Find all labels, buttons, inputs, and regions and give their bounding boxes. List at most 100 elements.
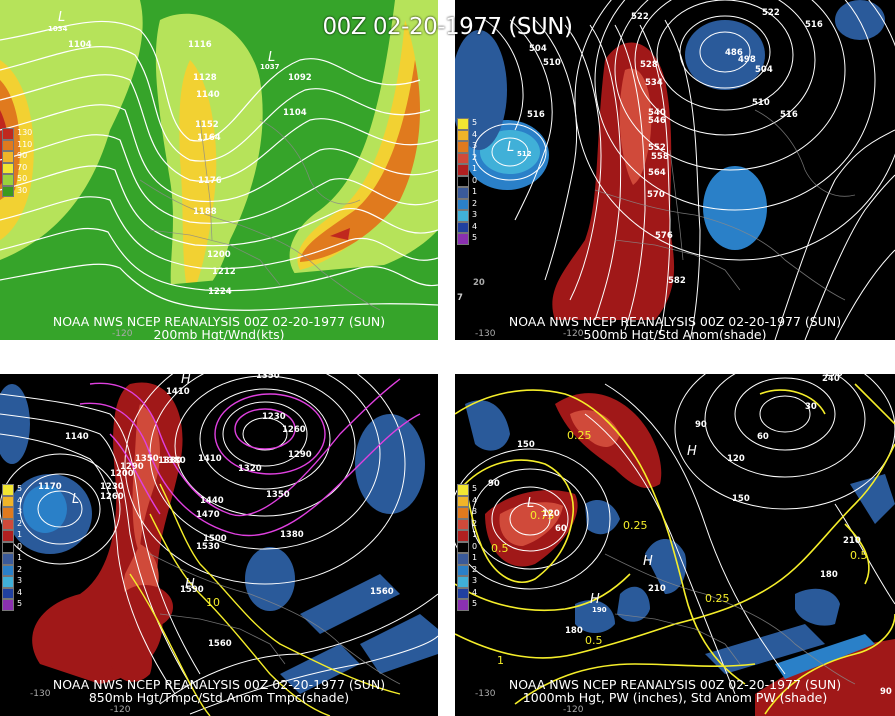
scale-label: 0 xyxy=(472,541,478,551)
std-anomaly-color-scale: 5 4 3 2 1 0 1 2 3 4 5 xyxy=(457,118,477,245)
scale-label: 130 xyxy=(17,128,33,137)
contour-label: 1128 xyxy=(193,73,217,83)
scale-label: 3 xyxy=(472,576,478,585)
scale-swatch: 1 xyxy=(457,553,477,565)
high-pressure-marker: H xyxy=(590,592,600,607)
scale-label: 3 xyxy=(17,576,23,585)
scale-swatch: 5 xyxy=(457,118,477,130)
std-anomaly-color-scale: 5 4 3 2 1 0 1 2 3 4 5 xyxy=(2,484,22,611)
low-center-value: 512 xyxy=(517,150,532,158)
contour-label: 1290 xyxy=(288,450,312,460)
contour-label: 1212 xyxy=(212,267,236,277)
scale-swatch: 2 xyxy=(2,564,22,576)
latitude-label: 20 xyxy=(473,278,485,288)
low-center-value: 1037 xyxy=(260,63,280,71)
panel-caption-line2: 500mb Hgt/Std Anom(shade) xyxy=(583,327,767,340)
high-center-value: 190 xyxy=(592,606,607,614)
contour-label: 576 xyxy=(655,231,673,241)
contour-label: 90 xyxy=(488,479,500,489)
contour-label: 498 xyxy=(738,55,756,65)
pw-label: 0.5 xyxy=(585,634,603,647)
map-1000mb xyxy=(455,374,895,716)
high-pressure-marker: H xyxy=(185,577,195,592)
contour-label: 60 xyxy=(757,432,769,442)
high-pressure-marker: H xyxy=(687,444,697,459)
pw-label: 0.5 xyxy=(491,542,509,555)
contour-label: 1170 xyxy=(38,482,62,492)
high-pressure-marker: H xyxy=(643,554,653,569)
scale-label: 3 xyxy=(17,507,23,516)
contour-label: 504 xyxy=(529,44,547,54)
contour-label: 540 xyxy=(648,108,666,118)
pw-label: 0.25 xyxy=(623,519,648,532)
panel-caption-line2: 850mb Hgt/Tmpc/Std Anom Tmpc(shade) xyxy=(88,690,350,705)
scale-swatch: 70 xyxy=(2,162,27,174)
contour-label: 522 xyxy=(762,8,780,18)
scale-swatch: 2 xyxy=(2,518,22,530)
contour-label: 504 xyxy=(755,65,773,75)
contour-label: 1290 xyxy=(120,462,144,472)
contour-label: 1224 xyxy=(208,287,232,297)
low-pressure-marker: L xyxy=(72,492,80,507)
scale-label: 2 xyxy=(472,564,478,574)
scale-label: 5 xyxy=(472,118,478,127)
contour-label: 180 xyxy=(820,570,838,580)
contour-label: 270 xyxy=(825,374,843,379)
scale-label: 5 xyxy=(17,599,23,608)
longitude-label: -130 xyxy=(30,689,51,699)
contour-label: 1092 xyxy=(288,73,312,83)
panel-caption-line1: NOAA NWS NCEP REANALYSIS 00Z 02-20-1977 … xyxy=(508,314,842,329)
contour-label: 1164 xyxy=(197,133,221,143)
scale-swatch: 1 xyxy=(457,164,477,176)
contour-label: 534 xyxy=(645,78,663,88)
scale-swatch: 30 xyxy=(2,185,27,197)
scale-label: 90 xyxy=(17,151,28,160)
contour-label: 210 xyxy=(843,536,861,546)
contour-label: 582 xyxy=(668,276,686,286)
scale-swatch: 4 xyxy=(457,221,477,233)
std-anomaly-color-scale: 5 4 3 2 1 0 1 2 3 4 5 xyxy=(457,484,477,611)
scale-swatch: 4 xyxy=(2,495,22,507)
scale-swatch: 3 xyxy=(457,141,477,153)
scale-label: 4 xyxy=(472,495,478,505)
contour-label: 1560 xyxy=(370,587,394,597)
pw-label: 0.5 xyxy=(850,549,868,562)
scale-swatch: 4 xyxy=(457,587,477,599)
scale-label: 3 xyxy=(472,141,478,150)
scale-swatch: 4 xyxy=(457,495,477,507)
contour-label: 150 xyxy=(732,494,750,504)
contour-label: 510 xyxy=(543,58,561,68)
contour-label: 1176 xyxy=(198,176,222,186)
scale-swatch: 110 xyxy=(2,139,32,151)
scale-label: 4 xyxy=(472,221,478,231)
coastlines xyxy=(139,119,381,311)
map-850mb xyxy=(0,374,438,716)
contour-label: 1350 xyxy=(256,374,280,381)
longitude-label: -120 xyxy=(563,705,584,715)
scale-label: 5 xyxy=(472,599,478,608)
low-pressure-marker: L xyxy=(58,10,66,25)
height-contours xyxy=(0,20,438,311)
scale-swatch: 2 xyxy=(457,564,477,576)
contour-label: 1500 xyxy=(203,534,227,544)
contour-label: 510 xyxy=(752,98,770,108)
scale-label: 3 xyxy=(472,507,478,516)
low-pressure-marker: L xyxy=(268,50,276,65)
high-pressure-marker: H xyxy=(181,374,191,387)
contour-label: 1410 xyxy=(198,454,222,464)
contour-label: 1380 xyxy=(280,530,304,540)
scale-label: 5 xyxy=(472,233,478,242)
pw-label: 0.25 xyxy=(705,592,730,605)
scale-swatch: 3 xyxy=(2,576,22,588)
contour-label: 1560 xyxy=(208,639,232,649)
marker-label: 7 xyxy=(457,293,463,303)
contour-label: 1380 xyxy=(162,456,186,466)
precipitable-water-contours xyxy=(455,383,895,715)
scale-swatch: 5 xyxy=(2,484,22,496)
contour-label: 1410 xyxy=(166,387,190,397)
contour-label: 1140 xyxy=(65,432,89,442)
panel-caption-line2: 200mb Hgt/Wnd(kts) xyxy=(153,327,285,340)
